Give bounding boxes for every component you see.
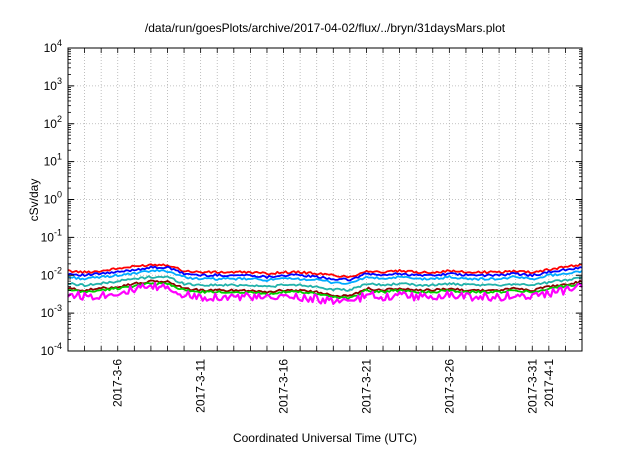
y-tick-label: 102 [44, 114, 62, 131]
x-axis-label: Coordinated Universal Time (UTC) [233, 431, 417, 445]
series-line [67, 263, 583, 279]
x-tick-label: 2017-3-31 [525, 359, 539, 414]
x-tick-label: 2017-3-16 [277, 359, 291, 414]
series-line [68, 282, 583, 300]
y-tick-label: 104 [44, 38, 62, 55]
y-tick-label: 101 [44, 152, 62, 169]
tick-layer [67, 47, 583, 352]
series-layer [67, 263, 583, 305]
plot-frame [67, 47, 583, 352]
series-line [67, 275, 583, 292]
y-tick-label: 10-2 [41, 265, 62, 282]
x-tick-label: 2017-3-11 [194, 359, 208, 413]
chart-title: /data/run/goesPlots/archive/2017-04-02/f… [145, 21, 506, 35]
x-tick-label: 2017-3-6 [111, 359, 125, 407]
series-line [67, 282, 583, 305]
y-tick-label: 10-1 [41, 227, 62, 244]
y-axis-label: cSv/day [27, 179, 41, 222]
y-tick-label: 103 [44, 76, 62, 93]
y-tick-label: 100 [44, 190, 62, 207]
x-tick-label: 2017-3-26 [442, 359, 456, 414]
y-tick-label: 10-4 [41, 341, 62, 358]
series-line [67, 265, 583, 282]
y-tick-label: 10-3 [41, 303, 62, 320]
grid-layer [68, 47, 582, 352]
series-line [67, 269, 583, 285]
x-tick-label: 2017-3-21 [359, 359, 373, 414]
label-layer: 10-4 10-3 10-2 10-1 100 101 102 103 104 2017-3-6 2… [41, 38, 556, 414]
x-tick-label: 2017-4-1 [542, 359, 556, 407]
